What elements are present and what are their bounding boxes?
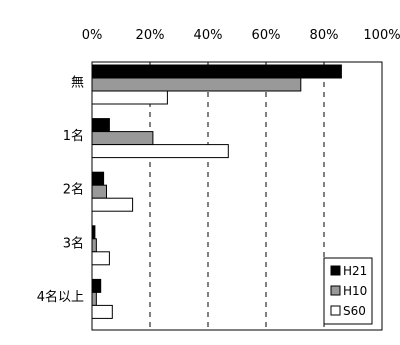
x-tick-label: 0% — [82, 28, 103, 43]
category-label: 無 — [71, 76, 84, 91]
category-label: 3名 — [63, 235, 84, 251]
legend-label-s60: S60 — [343, 304, 366, 318]
legend: H21 H10 S60 — [323, 257, 373, 325]
bar-s60 — [91, 304, 113, 319]
x-tick-label: 100% — [363, 28, 400, 43]
x-tick-label: 80% — [310, 28, 339, 43]
bars — [91, 64, 342, 319]
bar-s60 — [91, 197, 134, 212]
legend-label-h21: H21 — [343, 264, 367, 278]
bar-h21 — [91, 278, 102, 293]
y-axis-category-labels: 無 1名 2名 3名 4名以上 — [37, 76, 84, 305]
grid-lines — [149, 62, 325, 330]
plot-area — [91, 61, 383, 331]
category-label: 1名 — [63, 128, 84, 144]
category-label: 4名以上 — [37, 289, 84, 305]
legend-swatch-s60 — [330, 305, 341, 316]
bar-h21 — [91, 171, 105, 186]
bar-h10 — [91, 238, 97, 253]
bar-h21 — [91, 64, 342, 79]
legend-label-h10: H10 — [343, 284, 367, 298]
x-tick-label: 60% — [252, 28, 281, 43]
bar-h21 — [91, 118, 110, 133]
category-label: 2名 — [63, 182, 84, 198]
legend-swatch-h21 — [330, 265, 341, 276]
bar-h10 — [91, 77, 302, 92]
x-axis-tick-labels: 0% 20% 40% 60% 80% 100% — [82, 28, 400, 43]
bar-s60 — [91, 251, 110, 266]
x-tick-label: 40% — [194, 28, 223, 43]
bar-h10 — [91, 131, 154, 146]
bar-h10 — [91, 291, 97, 306]
bar-h10 — [91, 184, 107, 199]
bar-s60 — [91, 144, 229, 159]
x-tick-label: 20% — [136, 28, 165, 43]
legend-swatch-h10 — [330, 285, 341, 296]
bar-s60 — [91, 90, 168, 105]
